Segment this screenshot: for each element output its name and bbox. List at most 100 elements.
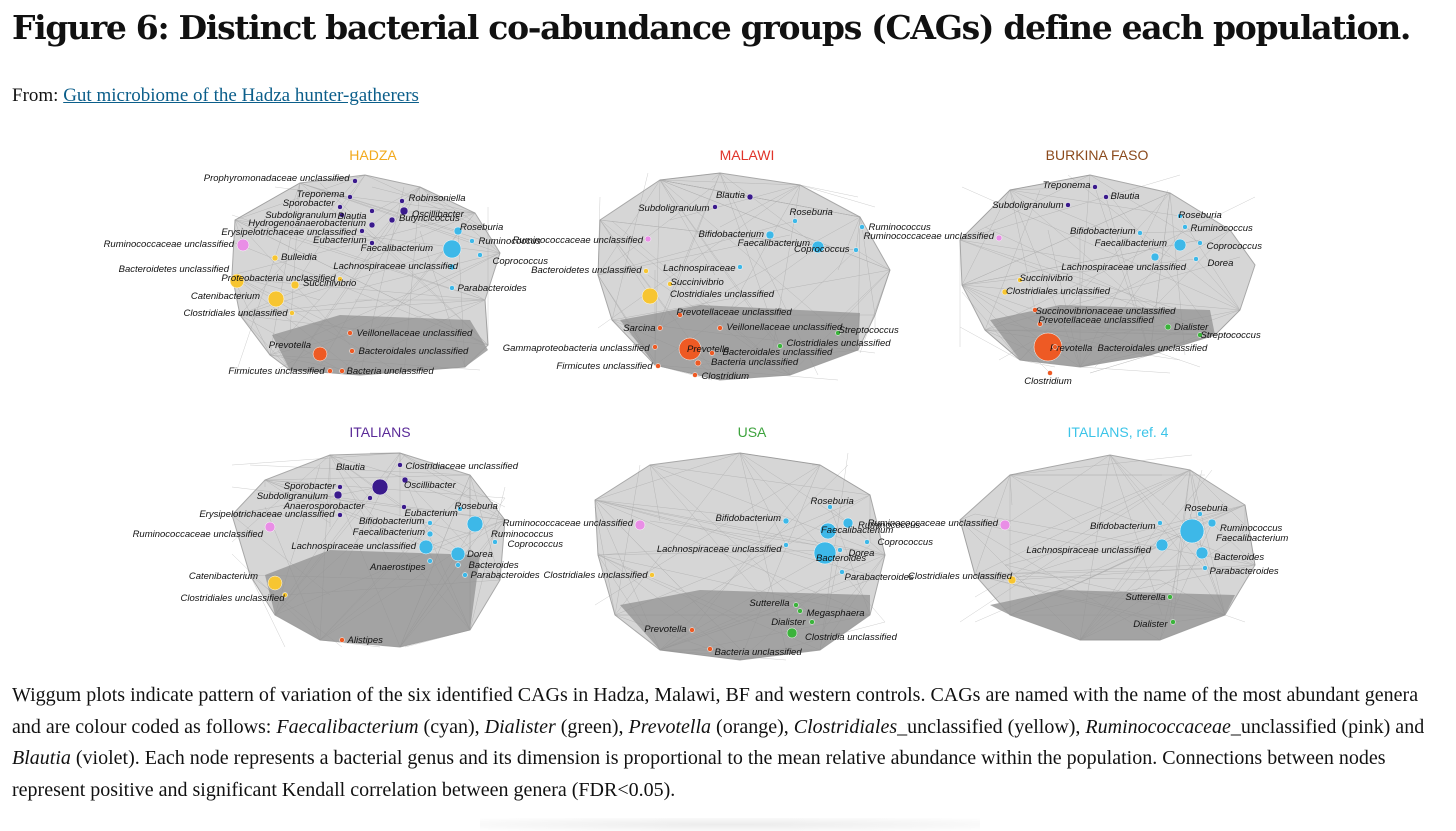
caption-genus-blautia: Blautia [12, 747, 71, 769]
node-label: Streptococcus [839, 325, 899, 336]
node-clostridia-unclassified [786, 627, 798, 639]
node-label: Megasphaera [807, 608, 865, 619]
node-sutterella [1167, 594, 1173, 600]
node-label: Roseburia [1185, 503, 1228, 514]
network-panel-hadza: HADZA Prophyromonadaceae unclassified Trep… [104, 147, 549, 377]
node-label: Erysipelotrichaceae unclassified [199, 509, 335, 520]
node-label: Coprococcus [794, 244, 850, 255]
node-firmicutes-unclassified [327, 368, 333, 374]
network-edges [231, 174, 501, 376]
node-label: Ruminococcaceae unclassified [133, 529, 264, 540]
node-robinsoniella [399, 198, 405, 204]
node-prevotella [1033, 332, 1063, 362]
node-ruminococcaceae-unclassified [264, 521, 276, 533]
node-label: Coprococcus [493, 256, 549, 267]
node-label: Catenibacterium [191, 291, 260, 302]
node-label: Blautia [337, 211, 366, 222]
node-faecalibacterium [426, 530, 434, 538]
node-label: Bacteria unclassified [715, 647, 803, 658]
node-ruminococcaceae-unclassified [995, 234, 1003, 242]
node-label: Bifidobacterium [716, 513, 782, 524]
node-label: Bacteroides [469, 560, 519, 571]
node-roseburia [457, 506, 463, 512]
node-label: Parabacteroides [1210, 566, 1279, 577]
node-label: Ruminococcus [1191, 223, 1254, 234]
node-label: Ruminococcus [1220, 523, 1283, 534]
node-blautia [371, 478, 389, 496]
caption-text-1: Wiggum plots indicate pattern of variati… [12, 684, 1419, 738]
node-clostridiales-unclassified [1001, 288, 1009, 296]
node-label: Clostridia unclassified [805, 632, 898, 643]
node-label: Sporobacter [283, 198, 336, 209]
node-alistipes [339, 637, 345, 643]
node-label: Dorea [467, 549, 493, 560]
network-edges [959, 454, 1256, 641]
node-sarcina [657, 325, 663, 331]
panel-title: ITALIANS [349, 424, 410, 440]
node-ruminococcaceae-unclassified [999, 519, 1011, 531]
node-dialister [1164, 323, 1172, 331]
caption-text-4: (orange), [711, 715, 794, 738]
node-label: Clostridium [1024, 376, 1072, 387]
network-panels: HADZA Prophyromonadaceae unclassified Trep… [104, 147, 1288, 661]
node-label: Subdoligranulum [638, 203, 709, 214]
node-label: Bacteria unclassified [347, 366, 435, 377]
node-label: Faecalibacterium [361, 243, 433, 254]
node-faecalibacterium [442, 239, 462, 259]
node-label: Robinsoniella [409, 193, 466, 204]
node-faecalibacterium [819, 522, 837, 540]
node-sporobacter [337, 484, 343, 490]
node-ruminococcaceae-unclassified [644, 235, 652, 243]
node-label: Bifidobacterium [1070, 226, 1136, 237]
node-label: Firmicutes unclassified [228, 366, 325, 377]
node-label: Anaerosporobacter [283, 501, 366, 512]
node-label: Clostridiales unclassified [670, 289, 775, 300]
node-label: Blautia [716, 190, 745, 201]
node-bacteria-unclassified [707, 646, 713, 652]
network-panel-italians-ref-4: ITALIANS, ref. 4 Roseburia Ruminococcaceae… [868, 424, 1288, 641]
node-label: Bulleidia [281, 252, 317, 263]
node-proteobacteria-unclassified [337, 276, 343, 282]
node-label: Eubacterium [405, 508, 458, 519]
node-label: Roseburia [790, 207, 833, 218]
node-roseburia [792, 218, 798, 224]
node-label: Dorea [1208, 258, 1234, 269]
node-bacteria-unclassified [339, 368, 345, 374]
node-label: Prevotella [687, 344, 729, 355]
bottom-shadow [480, 818, 980, 831]
node-label: Lachnospiraceae [663, 263, 735, 274]
node-bacteroidales-unclassified [709, 350, 715, 356]
node-anaerosporobacter [367, 495, 373, 501]
node-coprococcus [477, 252, 483, 258]
node-label: Parabacteroides [845, 572, 914, 583]
node-subdoligranulum [339, 212, 345, 218]
node-label: Treponema [297, 189, 345, 200]
node-succinovibrionaceae-unclassified [1032, 307, 1038, 313]
node-bacteroidetes-unclassified [229, 273, 245, 289]
node-veillonellaceae-unclassified [347, 330, 353, 336]
node-label: Parabacteroides [471, 570, 540, 581]
node-faecalibacterium [811, 240, 825, 254]
node-lachnospiraceae-unclassified [1155, 538, 1169, 552]
node-label: Clostridiales unclassified [543, 570, 648, 581]
node-lachnospiraceae-unclassified [1150, 252, 1160, 262]
node-dorea [1193, 256, 1199, 262]
node-label: Butyricicoccus [399, 213, 460, 224]
network-edges [959, 174, 1256, 374]
panel-title: BURKINA FASO [1046, 147, 1149, 163]
node-prevotellaceae-unclassified [677, 312, 683, 318]
panel-title: HADZA [349, 147, 397, 163]
node-label: Sutterella [1125, 592, 1165, 603]
figure-title: Figure 6: Distinct bacterial co-abundanc… [12, 8, 1411, 47]
node-label: Coprococcus [508, 539, 564, 550]
network-dense-edges [620, 305, 860, 380]
node-label: Roseburia [1179, 210, 1222, 221]
source-article-link[interactable]: Gut microbiome of the Hadza hunter-gathe… [63, 85, 419, 106]
node-subdoligranulum [333, 490, 343, 500]
node-label: Ruminococcaceae unclassified [513, 235, 644, 246]
node-label: Anaerostipes [369, 562, 426, 573]
node-succinivibrio [290, 280, 300, 290]
node-label: Bacteria unclassified [711, 357, 799, 368]
node-clostridiales-unclassified [289, 310, 295, 316]
node-label: Lachnospiraceae unclassified [1061, 262, 1186, 273]
